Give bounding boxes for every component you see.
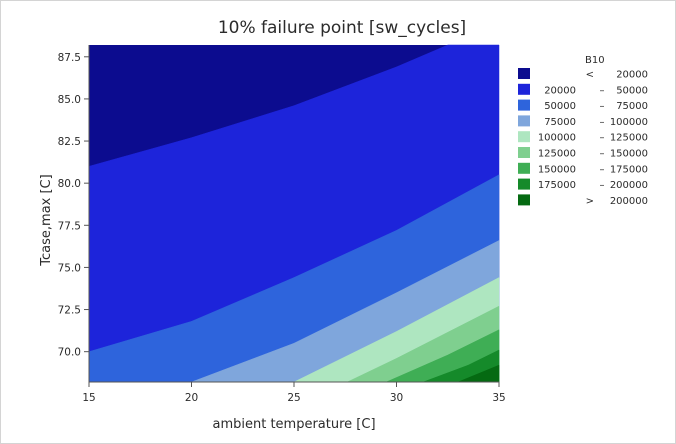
y-tick-label: 80.0 — [58, 178, 81, 190]
legend-separator: – — [600, 180, 605, 191]
legend-high: 75000 — [616, 101, 648, 112]
legend-separator: – — [600, 85, 605, 96]
y-tick-label: 70.0 — [58, 347, 81, 359]
legend-high: 50000 — [616, 85, 648, 96]
legend-swatch — [518, 68, 530, 79]
y-tick-label: 82.5 — [58, 136, 81, 148]
legend-low: 100000 — [538, 133, 576, 144]
legend-low: 125000 — [538, 149, 576, 160]
legend-high: 200000 — [610, 180, 648, 191]
legend-separator: – — [600, 133, 605, 144]
legend-title: B10 — [585, 55, 605, 66]
legend-swatch — [518, 131, 530, 143]
chart-title: 10% failure point [sw_cycles] — [218, 18, 466, 38]
x-tick-label: 25 — [287, 392, 300, 404]
y-tick-label: 72.5 — [58, 305, 81, 317]
x-tick-label: 30 — [390, 392, 403, 404]
x-tick-label: 15 — [82, 392, 95, 404]
legend-swatch — [518, 178, 530, 190]
x-tick-label: 20 — [185, 392, 198, 404]
axes: 15 20 25 30 35 70.0 72.5 75.0 77.5 80.0 82.5 85.0 87… — [58, 45, 506, 404]
legend-swatch — [518, 194, 530, 206]
legend-separator: – — [600, 164, 605, 175]
legend-low: 175000 — [538, 180, 576, 191]
y-axis-label: Tcase,max [C] — [39, 174, 54, 266]
legend-low: < — [586, 70, 594, 81]
legend-high: 20000 — [616, 70, 648, 81]
legend-separator: – — [600, 117, 605, 128]
legend-high: 150000 — [610, 149, 648, 160]
legend-separator: – — [600, 101, 605, 112]
legend-swatch — [518, 147, 530, 158]
legend-low: > — [586, 196, 594, 207]
legend-low: 50000 — [544, 101, 576, 112]
legend-high: 175000 — [610, 164, 648, 175]
y-tick-label: 75.0 — [58, 262, 81, 274]
legend-separator: – — [600, 149, 605, 160]
x-tick-label: 35 — [492, 392, 505, 404]
y-tick-label: 77.5 — [58, 220, 81, 232]
legend-swatch — [518, 162, 530, 174]
y-tick-label: 85.0 — [58, 94, 81, 106]
legend-swatch — [518, 99, 530, 111]
y-tick-label: 87.5 — [58, 52, 81, 64]
plot-area — [88, 44, 500, 383]
x-axis-label: ambient temperature [C] — [212, 417, 375, 432]
legend-low: 150000 — [538, 164, 576, 175]
legend-low: 20000 — [544, 85, 576, 96]
legend-low: 75000 — [544, 117, 576, 128]
legend-high: 125000 — [610, 133, 648, 144]
legend-swatch — [518, 115, 530, 127]
legend-high: 200000 — [610, 196, 648, 207]
legend: B10 <2000020000–5000050000–7500075000–10… — [518, 55, 648, 207]
legend-swatch — [518, 83, 530, 95]
legend-high: 100000 — [610, 117, 648, 128]
